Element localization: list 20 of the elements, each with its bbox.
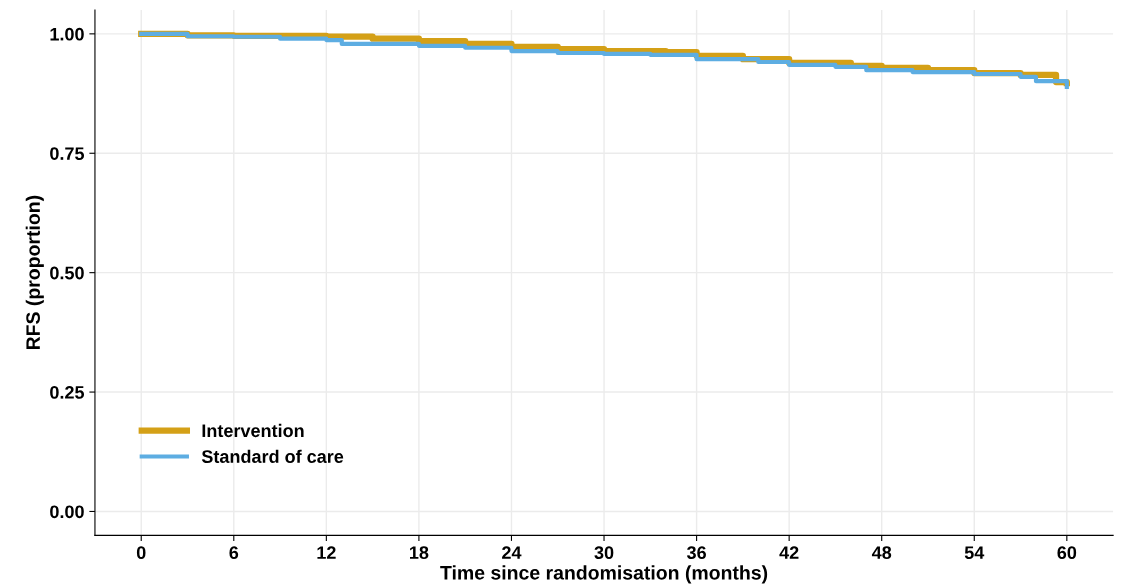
x-axis-title: Time since randomisation (months) [440, 565, 768, 584]
x-tick-label: 42 [779, 546, 799, 559]
y-tick-label: 0.50 [50, 266, 84, 280]
y-axis-title: RFS (proportion) [25, 195, 44, 350]
legend-label: Intervention [202, 423, 304, 438]
x-tick-label: 54 [964, 546, 985, 560]
x-tick-label: 12 [317, 546, 336, 559]
x-tick-label: 0 [136, 546, 146, 560]
y-tick-label: 1.00 [50, 27, 84, 41]
legend-label: Standard of care [201, 449, 344, 463]
x-tick-label: 48 [871, 546, 892, 560]
y-tick-label: 0.75 [50, 147, 85, 160]
y-tick-label: 0.00 [50, 505, 84, 519]
x-tick-label: 36 [686, 546, 706, 560]
x-tick-label: 6 [229, 546, 239, 560]
x-tick-label: 18 [410, 546, 429, 560]
y-tick-label: 0.25 [50, 386, 85, 399]
x-tick-label: 30 [594, 546, 614, 560]
x-tick-label: 24 [502, 546, 522, 559]
x-tick-label: 60 [1057, 546, 1077, 560]
